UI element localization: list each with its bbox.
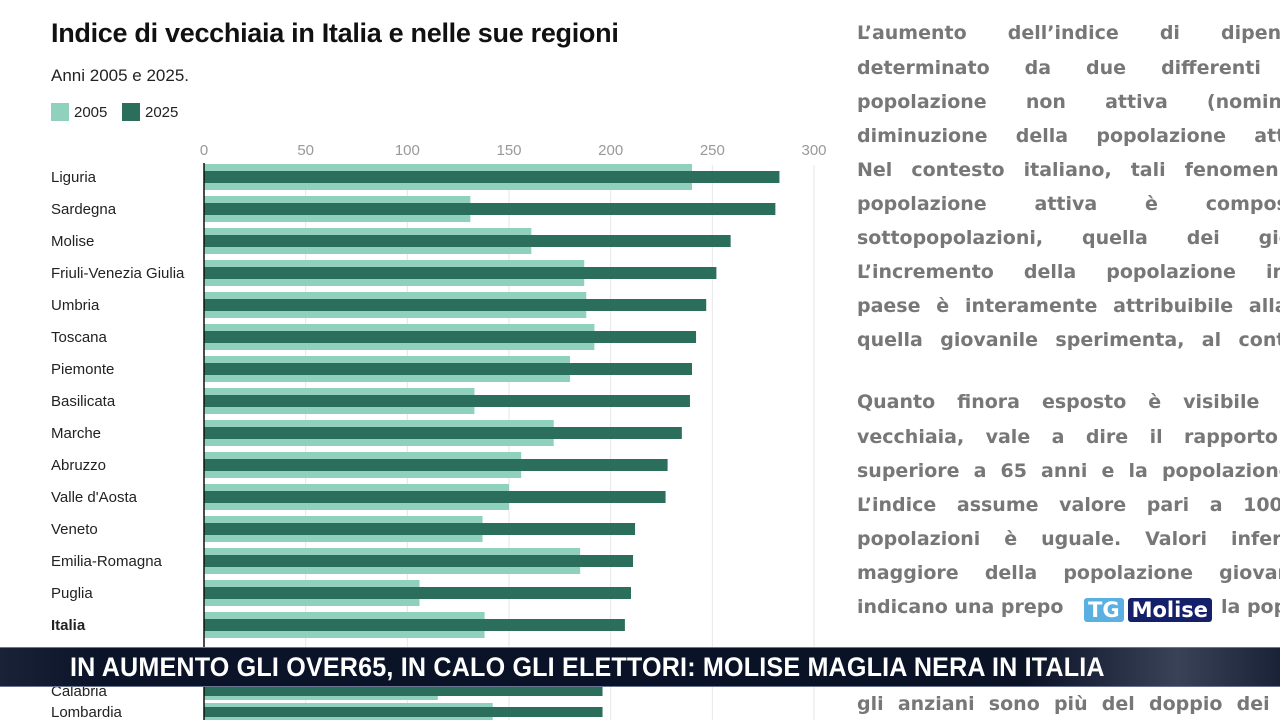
bar-2025 — [204, 331, 697, 343]
article-line: indicano una prepo la pop — [857, 595, 1280, 619]
article-line: determinato da due differenti fe — [857, 57, 1280, 79]
category-label: Molise — [51, 233, 94, 250]
article-line: superiore a 65 anni e la popolazione c — [857, 460, 1280, 482]
bar-2025 — [204, 523, 636, 535]
category-label: Veneto — [51, 521, 98, 538]
x-tick-label: 250 — [700, 142, 725, 159]
chart-subtitle: Anni 2005 e 2025. — [51, 66, 190, 85]
bar-2025 — [204, 363, 692, 375]
article-line: L’aumento dell’indice di dipender — [857, 22, 1280, 44]
legend-item-2025: 2025 — [122, 103, 178, 121]
category-label: Liguria — [51, 169, 97, 186]
category-label: Piemonte — [51, 361, 114, 378]
article-line: popolazioni è uguale. Valori inferiori — [857, 528, 1280, 550]
x-tick-label: 0 — [200, 142, 208, 159]
category-label: Puglia — [51, 585, 93, 602]
news-ticker-banner: IN AUMENTO GLI OVER65, IN CALO GLI ELETT… — [0, 647, 1280, 687]
article-line: popolazione non attiva (nominato — [857, 91, 1280, 113]
logo-molise: Molise — [1127, 598, 1213, 622]
x-tick-label: 50 — [297, 142, 314, 159]
article-line: L’indice assume valore pari a 100 q — [857, 494, 1280, 516]
bar-2025 — [204, 171, 780, 183]
category-label: Lombardia — [51, 704, 123, 720]
category-label: Calabria — [51, 683, 108, 700]
bar-2025 — [204, 619, 625, 631]
bar-2025 — [204, 235, 731, 247]
bar-2025 — [204, 491, 666, 503]
bar-2025 — [204, 427, 682, 439]
category-label: Marche — [51, 425, 101, 442]
category-label: Basilicata — [51, 393, 116, 410]
article-line: gli anziani sono più del doppio dei gio — [857, 693, 1280, 715]
legend-label: 2005 — [74, 103, 108, 121]
category-label: Valle d'Aosta — [51, 489, 138, 506]
category-label: Abruzzo — [51, 457, 106, 474]
category-label: Umbria — [51, 297, 100, 314]
chart-title: Indice di vecchiaia in Italia e nelle su… — [51, 18, 619, 48]
category-label: Toscana — [51, 329, 108, 346]
tg-molise-logo: TG Molise — [1084, 598, 1213, 622]
article-line: Nel contesto italiano, tali fenomeni a — [857, 159, 1280, 181]
bar-2025 — [204, 203, 776, 215]
x-tick-label: 100 — [395, 142, 420, 159]
legend-item-2005: 2005 — [51, 103, 107, 121]
bar-2025 — [204, 395, 690, 407]
bar-2025 — [204, 299, 707, 311]
article-line: vecchiaia, vale a dire il rapporto fr — [857, 426, 1280, 448]
bar-2025 — [204, 459, 668, 471]
category-label: Italia — [51, 617, 86, 634]
bar-2025 — [204, 587, 631, 599]
bar-2025 — [204, 267, 717, 279]
logo-tg: TG — [1084, 598, 1124, 622]
headline: IN AUMENTO GLI OVER65, IN CALO GLI ELETT… — [70, 652, 1105, 682]
article-line: sottopopolazioni, quella dei giova — [857, 227, 1280, 249]
bar-2025 — [204, 707, 603, 717]
article-line: diminuzione della popolazione attiva — [857, 125, 1280, 147]
x-tick-label: 300 — [801, 142, 826, 159]
legend-swatch-2005 — [51, 103, 69, 121]
article-line: popolazione attiva è composta, — [857, 193, 1280, 215]
category-label: Friuli-Venezia Giulia — [51, 265, 185, 282]
legend-label: 2025 — [145, 103, 179, 121]
bar-2025 — [204, 686, 603, 696]
article-line: maggiore della popolazione giovanile — [857, 562, 1280, 584]
article-line-part: indicano una prepo — [857, 596, 1064, 618]
article-line: quella giovanile sperimenta, al contrar — [857, 329, 1280, 351]
article-text: L’aumento dell’indice di dipender determi… — [857, 0, 1280, 720]
category-label: Emilia-Romagna — [51, 553, 163, 570]
category-label: Sardegna — [51, 201, 117, 218]
article-line: Quanto finora esposto è visibile oss — [857, 391, 1280, 413]
article-line-part: la pop — [1221, 596, 1280, 618]
article-line: paese è interamente attribuibile alla p — [857, 295, 1280, 317]
article-line: L’incremento della popolazione inatt — [857, 261, 1280, 283]
x-tick-label: 150 — [496, 142, 521, 159]
bar-chart: 0 50 100 150 200 250 300 Liguria Sardegna Molise F… — [51, 142, 827, 720]
x-tick-label: 200 — [598, 142, 623, 159]
bar-2025 — [204, 555, 634, 567]
legend-swatch-2025 — [122, 103, 140, 121]
